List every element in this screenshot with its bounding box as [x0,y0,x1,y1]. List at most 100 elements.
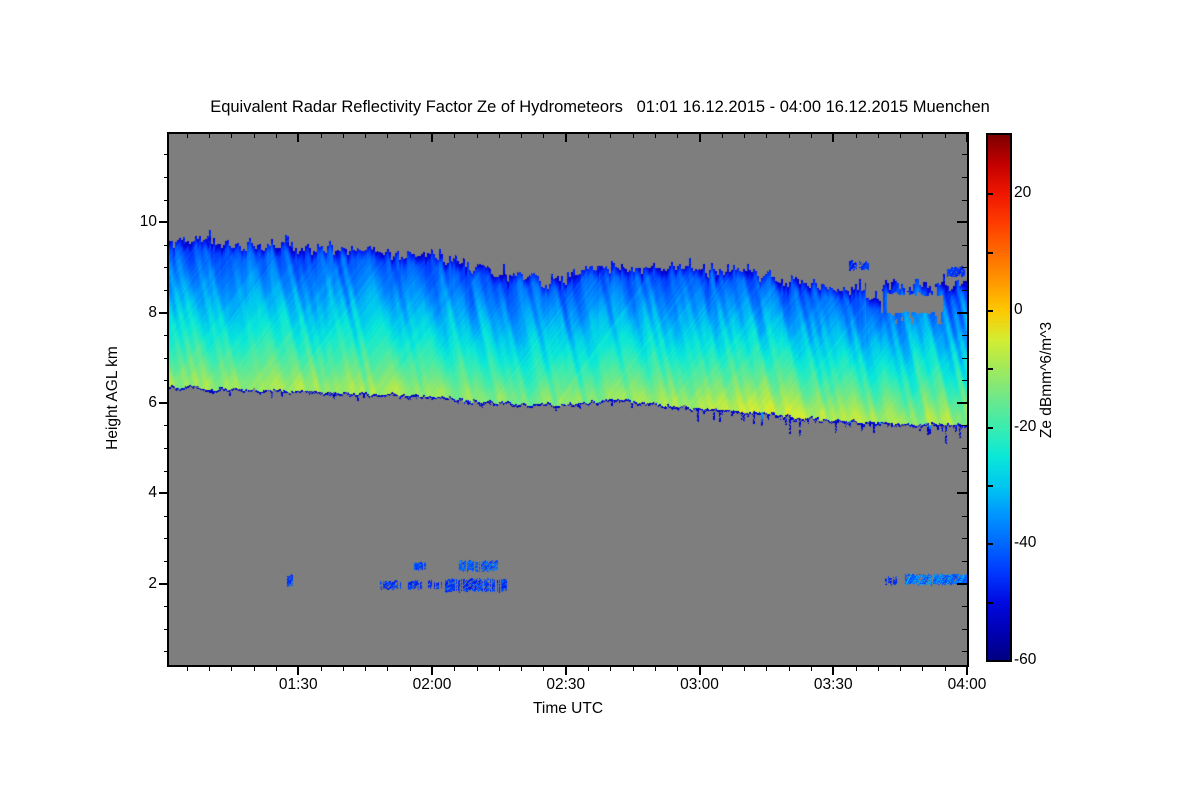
x-tick-label: 04:00 [947,676,987,693]
x-minor-tick [744,667,746,671]
x-minor-tick-top [900,134,902,138]
colorbar-tick [988,426,993,429]
y-major-tick-right [957,221,967,224]
x-minor-tick [342,667,344,671]
x-minor-tick-top [387,134,389,138]
x-minor-tick [721,667,723,671]
y-major-tick-right [957,582,967,585]
x-minor-tick-top [810,134,812,138]
y-major-tick-right [957,492,967,495]
x-minor-tick [922,667,924,671]
x-minor-tick-top [498,134,500,138]
y-tick-label: 4 [148,484,157,502]
x-minor-tick [677,667,679,671]
x-major-tick [832,667,835,675]
x-tick-label: 02:30 [546,676,586,693]
y-minor-tick-right [962,267,967,269]
y-minor-tick-right [962,176,967,178]
x-minor-tick [610,667,612,671]
x-minor-tick [788,667,790,671]
y-minor-tick [164,335,169,337]
x-minor-tick [476,667,478,671]
reflectivity-heatmap-canvas [169,134,967,665]
x-minor-tick [810,667,812,671]
colorbar-tick [988,310,993,312]
x-minor-tick [253,667,255,671]
x-minor-tick-top [320,134,322,138]
y-minor-tick-right [962,448,967,450]
colorbar-tick [988,193,993,196]
y-minor-tick [164,651,169,653]
x-minor-tick-top [632,134,634,138]
y-minor-tick-right [962,380,967,382]
y-major-tick [159,311,169,314]
x-tick-label: 03:30 [813,676,853,693]
colorbar-title: Ze dBmm^6/m^3 [1038,321,1055,439]
y-minor-tick-right [962,199,967,201]
x-minor-tick-top [588,134,590,138]
x-major-tick-top [297,134,300,142]
x-minor-tick [900,667,902,671]
y-minor-tick [164,561,169,563]
y-tick-label: 8 [148,303,157,321]
x-minor-tick [521,667,523,671]
x-major-tick-top [564,134,567,142]
x-minor-tick [186,667,188,671]
y-major-tick [159,221,169,224]
x-minor-tick-top [231,134,233,138]
x-minor-tick [231,667,233,671]
x-minor-tick-top [855,134,857,138]
colorbar-tick [988,485,993,487]
colorbar-tick-label: 0 [1014,301,1023,318]
colorbar-tick [988,251,993,254]
x-minor-tick [654,667,656,671]
x-major-tick-top [832,134,835,142]
y-minor-tick [164,176,169,178]
y-minor-tick-right [962,425,967,427]
y-major-tick [159,582,169,585]
y-minor-tick-right [962,289,967,291]
y-tick-label: 2 [148,574,157,592]
colorbar-tick [988,601,993,604]
x-major-tick-top [698,134,701,142]
x-minor-tick-top [610,134,612,138]
y-minor-tick [164,289,169,291]
colorbar-canvas [988,135,1010,660]
y-minor-tick [164,244,169,246]
y-minor-tick [164,267,169,269]
y-minor-tick [164,538,169,540]
x-major-tick [564,667,567,675]
x-minor-tick-top [944,134,946,138]
x-minor-tick [209,667,211,671]
x-minor-tick [944,667,946,671]
x-minor-tick-top [766,134,768,138]
y-minor-tick [164,199,169,201]
x-major-tick [431,667,434,675]
x-minor-tick [409,667,411,671]
x-minor-tick [855,667,857,671]
y-minor-tick-right [962,357,967,359]
colorbar-tick-label: -60 [1014,651,1037,668]
x-minor-tick-top [744,134,746,138]
x-minor-tick-top [209,134,211,138]
x-minor-tick [543,667,545,671]
y-minor-tick [164,515,169,517]
x-tick-label: 03:00 [680,676,719,693]
colorbar-tick-label: -20 [1014,417,1037,435]
y-major-tick-right [957,311,967,314]
x-minor-tick [877,667,879,671]
x-major-tick-top [431,134,434,142]
y-minor-tick-right [962,561,967,563]
x-minor-tick [275,667,277,671]
y-tick-label: 6 [148,393,157,411]
x-minor-tick-top [476,134,478,138]
x-minor-tick-top [543,134,545,138]
colorbar-tick [988,368,993,371]
y-minor-tick [164,380,169,382]
x-minor-tick-top [454,134,456,138]
x-axis-title: Time UTC [532,700,604,717]
y-minor-tick-right [962,470,967,472]
x-major-tick-top [966,134,968,142]
x-minor-tick-top [677,134,679,138]
